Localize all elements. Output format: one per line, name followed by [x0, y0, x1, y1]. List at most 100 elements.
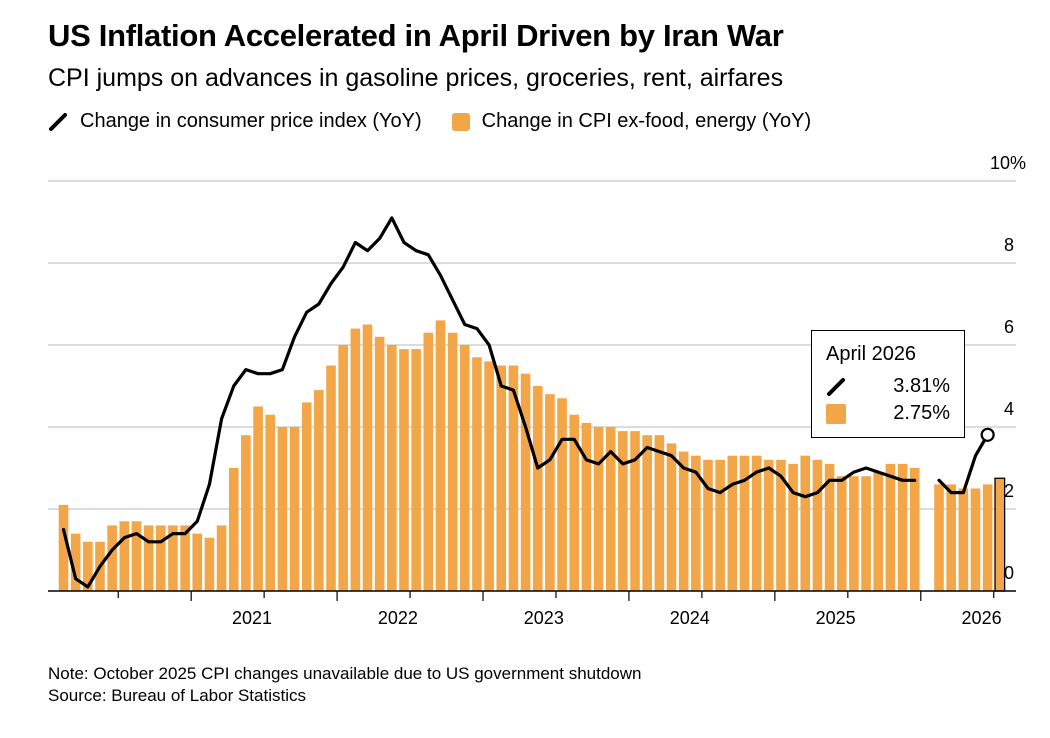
bar [703, 459, 713, 591]
bar [776, 459, 786, 591]
bar [982, 484, 993, 591]
bar [532, 386, 543, 591]
bar [496, 365, 507, 591]
bar [885, 463, 896, 591]
bar [727, 455, 738, 591]
chart-footnote: Note: October 2025 CPI changes unavailab… [48, 663, 641, 707]
source-text: Source: Bureau of Labor Statistics [48, 686, 306, 705]
bar [715, 459, 725, 591]
bar [800, 455, 811, 591]
tooltip-row-cpi: 3.81% [826, 373, 950, 400]
bar [751, 455, 762, 591]
x-axis [48, 590, 1016, 601]
bar [897, 463, 908, 591]
x-tick-label: 2021 [232, 608, 272, 628]
bar [374, 336, 385, 591]
chart-title: US Inflation Accelerated in April Driven… [48, 18, 784, 53]
bar [484, 361, 494, 591]
y-tick-label: 4 [1004, 399, 1014, 419]
bar [873, 472, 884, 591]
tooltip-cpi-value: 3.81% [893, 375, 950, 397]
bar [581, 422, 592, 591]
line-swatch-icon [49, 112, 67, 131]
bar [459, 345, 470, 591]
bar [545, 394, 555, 591]
bar [691, 455, 701, 591]
cpi-line [61, 216, 917, 589]
tooltip-row-core: 2.75% [826, 400, 950, 427]
cpi-line [937, 433, 990, 495]
x-axis-labels: 2021 2022 2023 2024 2025 2026 [232, 608, 1002, 628]
bar [253, 406, 263, 591]
line-swatch-icon [827, 377, 845, 396]
bar [642, 435, 652, 591]
bar [958, 488, 969, 591]
legend-label-cpi: Change in consumer price index (YoY) [80, 110, 422, 132]
y-tick-label: 10% [990, 153, 1026, 173]
bar [314, 390, 324, 591]
bar [593, 427, 604, 591]
bar [946, 484, 956, 591]
bar [362, 324, 373, 591]
bar [387, 345, 397, 591]
x-tick-label: 2023 [524, 608, 564, 628]
bar [180, 525, 190, 591]
bar [411, 349, 421, 591]
x-tick-label: 2024 [670, 608, 710, 628]
bar [557, 398, 567, 591]
bar [472, 357, 482, 591]
bar [289, 427, 300, 591]
y-tick-label: 2 [1004, 481, 1014, 501]
bar [520, 373, 531, 591]
chart-subtitle: CPI jumps on advances in gasoline prices… [48, 64, 784, 92]
tooltip-title: April 2026 [826, 343, 917, 365]
bar [423, 332, 434, 591]
bar [143, 525, 154, 591]
y-axis-labels: 0 2 4 6 8 10% [990, 153, 1026, 583]
bar [192, 533, 203, 591]
tooltip-april-2026: April 2026 3.81% 2.75% [811, 330, 965, 438]
bar [654, 435, 665, 591]
bar [241, 435, 251, 591]
bar [605, 427, 616, 591]
bar [739, 455, 750, 591]
bar [216, 525, 227, 591]
chart-legend: Change in consumer price index (YoY) Cha… [48, 110, 841, 133]
legend-item-cpi: Change in consumer price index (YoY) [48, 110, 422, 133]
bar [861, 476, 871, 591]
y-tick-label: 0 [1004, 563, 1014, 583]
bar [508, 365, 519, 591]
bar [168, 525, 178, 591]
bar [131, 521, 142, 591]
bar [83, 541, 93, 591]
bar [204, 537, 215, 591]
bar [678, 451, 689, 591]
cpi-endpoint-marker [980, 427, 995, 442]
bar [350, 328, 361, 591]
bar [265, 414, 276, 591]
bar [326, 365, 336, 591]
bar-swatch-icon [826, 403, 846, 424]
bar [301, 402, 312, 591]
bar [666, 443, 677, 591]
bar [435, 320, 446, 591]
bar [119, 521, 130, 591]
bar [107, 525, 117, 591]
bar [399, 349, 409, 591]
bar [836, 476, 847, 591]
bar [155, 525, 166, 591]
bar [909, 468, 920, 591]
tooltip-core-value: 2.75% [893, 402, 950, 424]
bar [228, 468, 239, 591]
bar [277, 427, 288, 591]
bar [618, 431, 628, 591]
bar [338, 345, 348, 591]
bar-series [58, 320, 1006, 592]
note-text: Note: October 2025 CPI changes unavailab… [48, 664, 642, 683]
bar [849, 476, 859, 591]
y-tick-label: 6 [1004, 317, 1014, 337]
bar [630, 431, 640, 591]
bar-swatch-icon [451, 112, 470, 131]
bar [934, 484, 944, 591]
bar [447, 332, 458, 591]
